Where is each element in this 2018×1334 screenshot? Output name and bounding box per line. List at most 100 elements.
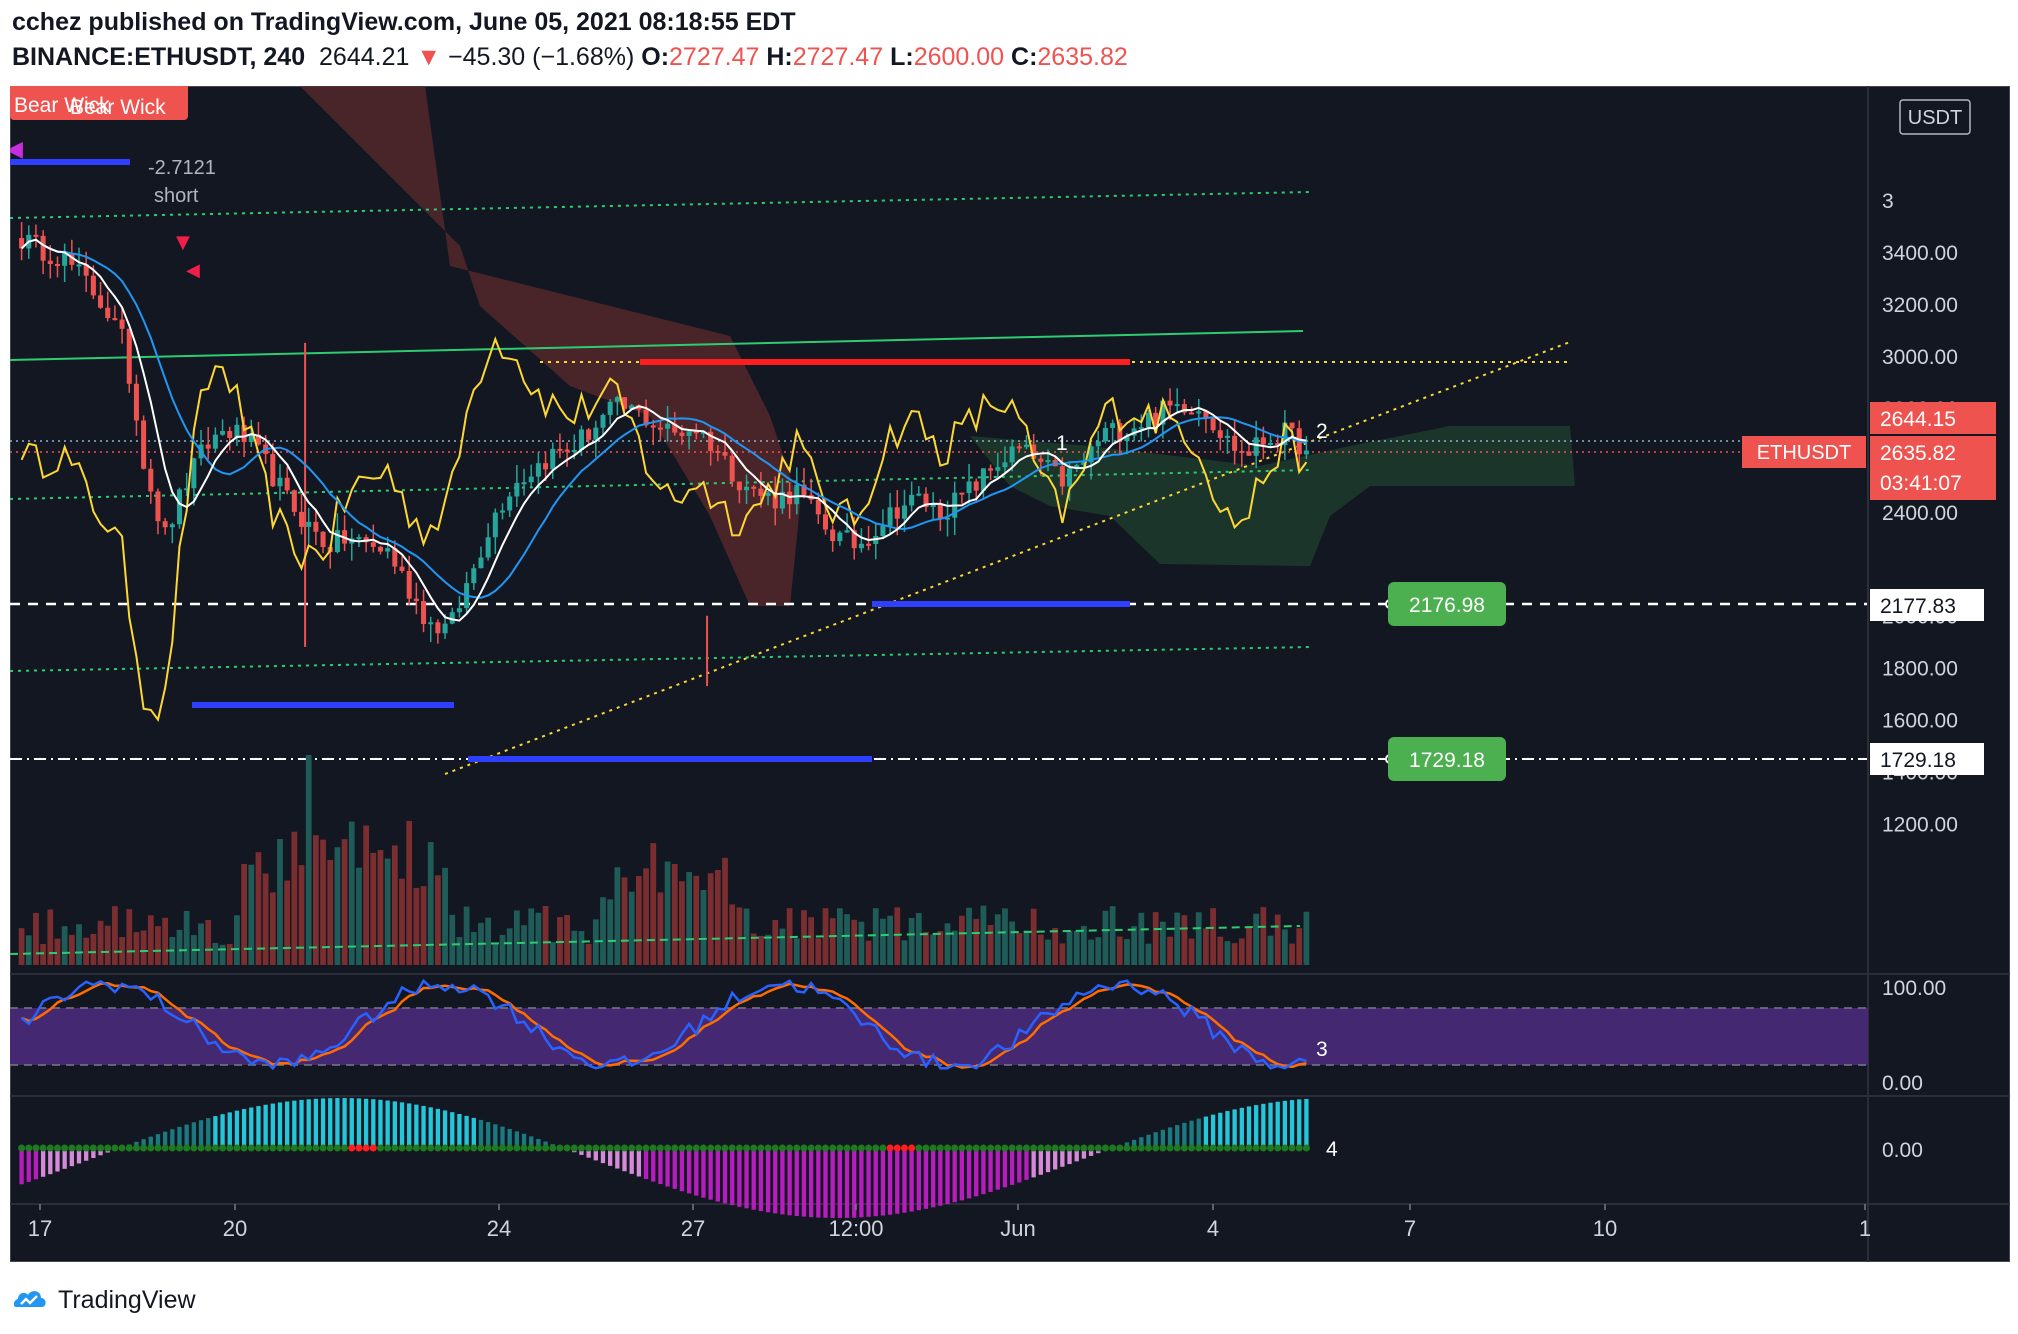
volume-bar <box>686 872 692 965</box>
momentum-dot <box>491 1144 499 1152</box>
candle-body <box>1045 460 1051 463</box>
momentum-dot <box>621 1144 629 1152</box>
candle-body <box>1210 418 1216 431</box>
time-tick-label: 17 <box>28 1216 52 1241</box>
volume-bar <box>1045 939 1051 965</box>
momentum-bar <box>435 1108 441 1148</box>
momentum-dot <box>290 1144 298 1152</box>
momentum-bar <box>1210 1114 1216 1148</box>
channel-line-upper <box>10 191 1311 219</box>
candle-body <box>1145 412 1152 428</box>
candle-body <box>844 530 850 533</box>
open-value: 2727.47 <box>669 43 760 71</box>
momentum-bar <box>1009 1148 1015 1185</box>
candle-body <box>442 623 448 634</box>
momentum-bar <box>529 1136 534 1148</box>
momentum-dot <box>563 1144 571 1152</box>
momentum-dot <box>197 1144 205 1152</box>
momentum-bar <box>299 1099 304 1148</box>
candle-body <box>758 488 764 496</box>
momentum-dot <box>326 1144 334 1152</box>
volume-bar <box>183 910 190 965</box>
tradingview-brand[interactable]: TradingView <box>58 1285 196 1314</box>
momentum-bar <box>701 1148 706 1198</box>
momentum-dot <box>190 1144 198 1152</box>
momentum-bar <box>643 1148 649 1180</box>
momentum-dot <box>534 1144 542 1152</box>
candle-body <box>54 264 60 267</box>
volume-bar <box>585 943 592 965</box>
time-tick-label: 1 <box>1859 1216 1871 1241</box>
candle-body <box>1138 427 1144 430</box>
momentum-bar <box>270 1103 275 1148</box>
volume-bar <box>578 931 585 965</box>
candle-body <box>787 491 793 505</box>
momentum-dot <box>692 1144 700 1152</box>
symbol-interval[interactable]: BINANCE:ETHUSDT, 240 <box>12 43 306 71</box>
volume-bar <box>492 943 499 965</box>
momentum-dot <box>771 1144 779 1152</box>
price-axis[interactable]: 3400.003200.003000.002800.002400.002000.… <box>1882 190 1958 837</box>
price-chart[interactable]: ▼ ◀ ◀ Bear Wick Bear Wick -2.7121 short … <box>10 86 2010 1262</box>
momentum-bar <box>744 1148 749 1209</box>
momentum-dot <box>1087 1144 1095 1152</box>
bear-wick-label[interactable]: Bear Wick Bear Wick <box>10 86 188 120</box>
momentum-bar <box>1045 1148 1051 1173</box>
momentum-bar <box>794 1148 799 1217</box>
momentum-bar <box>62 1148 67 1169</box>
volume-bar <box>226 944 233 965</box>
momentum-bar <box>442 1110 448 1148</box>
position-marker-icon: ◀ <box>10 137 23 162</box>
candle-body <box>851 530 857 549</box>
candle-body <box>385 548 391 552</box>
svg-text:2177.83: 2177.83 <box>1880 595 1956 618</box>
momentum-bar <box>823 1148 828 1218</box>
momentum-dot <box>376 1144 384 1152</box>
momentum-bar <box>600 1148 606 1164</box>
candle-body <box>672 423 678 433</box>
volume-bar <box>470 932 477 965</box>
volume-bar <box>305 755 312 965</box>
momentum-bar <box>780 1148 785 1215</box>
volume-bar <box>1238 938 1245 965</box>
volume-bar <box>930 934 937 965</box>
volume-bar <box>901 940 908 965</box>
momentum-bar <box>285 1101 290 1148</box>
momentum-dot <box>1180 1144 1188 1152</box>
volume-bar <box>915 913 922 965</box>
candle-body <box>622 397 628 410</box>
volume-bar <box>1124 939 1130 965</box>
momentum-dot <box>226 1144 234 1152</box>
time-axis[interactable]: 17 20 24 27 12:00 Jun 4 7 10 1 <box>28 1204 1871 1241</box>
yellow-support-trendline <box>444 341 1571 775</box>
volume-bar <box>176 929 183 965</box>
momentum-bar <box>873 1148 878 1217</box>
momentum-bar <box>371 1099 376 1148</box>
level-box-2176[interactable]: 2176.98 <box>1385 582 1506 626</box>
candle-body <box>528 476 534 483</box>
momentum-bar <box>91 1148 96 1158</box>
wave-label-4: 4 <box>1326 1138 1338 1161</box>
volume-bar <box>1181 915 1188 965</box>
momentum-dot <box>929 1144 937 1152</box>
momentum-dot <box>642 1144 650 1152</box>
momentum-bar <box>1254 1105 1259 1148</box>
position-side-label: short <box>154 185 199 207</box>
volume-bar <box>664 861 671 965</box>
volume-bar <box>815 938 822 965</box>
volume-bar <box>1030 908 1037 965</box>
momentum-dot <box>872 1144 880 1152</box>
momentum-bar <box>1131 1139 1137 1148</box>
time-tick-label: 24 <box>487 1216 511 1241</box>
volume-bar <box>542 905 549 965</box>
momentum-dot <box>900 1144 908 1152</box>
candle-body <box>722 452 728 456</box>
momentum-bar <box>730 1148 735 1206</box>
momentum-dot <box>707 1144 715 1152</box>
level-box-1729[interactable]: 1729.18 <box>1385 737 1506 781</box>
currency-label[interactable]: USDT <box>1899 99 1971 135</box>
momentum-bar <box>1038 1148 1043 1175</box>
momentum-bar <box>651 1148 656 1182</box>
volume-bar <box>894 907 901 965</box>
volume-bar <box>198 923 204 965</box>
